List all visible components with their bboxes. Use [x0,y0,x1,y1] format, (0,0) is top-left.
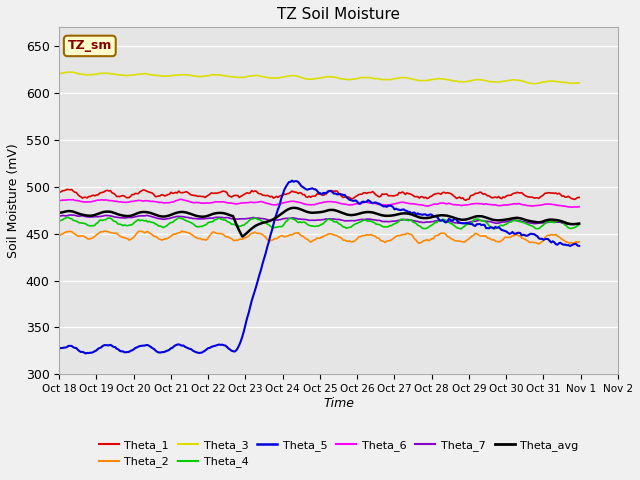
Legend: Theta_1, Theta_2, Theta_3, Theta_4, Theta_5, Theta_6, Theta_7, Theta_avg: Theta_1, Theta_2, Theta_3, Theta_4, Thet… [94,435,583,472]
Theta_7 [172,214,179,219]
Theta_6 [488,202,496,207]
Theta_1 [172,190,179,195]
Theta_6 [56,197,63,203]
Theta_5 [575,243,583,249]
Theta_3 [56,71,63,76]
Theta_4 [212,217,220,223]
Theta_1 [484,193,492,199]
Theta_2 [61,229,69,235]
Theta_2 [170,231,178,237]
Theta_6 [61,197,69,203]
Theta_7 [67,212,74,218]
Theta_3 [482,78,490,84]
Theta_6 [212,199,220,204]
Theta_2 [488,237,496,243]
Theta_avg [61,209,69,215]
Theta_6 [575,204,583,210]
Theta_1 [212,190,220,196]
Theta_4 [490,226,498,232]
Theta_7 [212,215,220,220]
Theta_5 [212,343,220,348]
Line: Theta_2: Theta_2 [60,231,579,244]
Theta_1 [56,190,63,195]
Theta_3 [349,76,356,82]
Theta_2 [56,233,63,239]
Line: Theta_3: Theta_3 [60,72,579,84]
Theta_5 [484,225,492,231]
Theta_3 [532,81,540,86]
Line: Theta_5: Theta_5 [60,180,579,353]
Theta_2 [482,233,490,239]
Theta_avg [290,205,298,211]
Theta_6 [349,202,356,208]
Theta_avg [350,212,358,218]
Title: TZ Soil Moisture: TZ Soil Moisture [277,7,400,22]
Y-axis label: Soil Moisture (mV): Soil Moisture (mV) [7,144,20,258]
Theta_6 [170,199,178,204]
Theta_4 [575,222,583,228]
Theta_3 [172,72,179,78]
Theta_3 [61,70,69,75]
Theta_2 [535,241,543,247]
Theta_3 [212,72,220,78]
Theta_5 [61,345,69,350]
Theta_4 [488,225,496,231]
Theta_4 [56,218,63,224]
Theta_5 [172,342,179,348]
Theta_avg [239,234,246,240]
Line: Theta_6: Theta_6 [60,199,579,207]
Theta_1 [349,196,356,202]
Line: Theta_4: Theta_4 [60,217,579,229]
Theta_5 [56,346,63,351]
Theta_1 [575,194,583,200]
Theta_2 [212,230,220,236]
Theta_avg [490,217,498,223]
Theta_4 [65,215,72,220]
Theta_7 [575,221,583,227]
Theta_avg [575,221,583,227]
Theta_1 [61,187,69,193]
Theta_7 [488,219,496,225]
Theta_2 [178,228,186,234]
Theta_7 [482,218,490,224]
Theta_2 [575,239,583,245]
Theta_6 [177,196,184,202]
Theta_3 [488,79,496,84]
Theta_6 [568,204,575,210]
Theta_avg [170,211,178,216]
Theta_avg [211,211,218,216]
Theta_avg [56,210,63,216]
Theta_2 [349,239,356,245]
X-axis label: Time: Time [323,397,354,410]
Theta_7 [349,218,356,224]
Theta_7 [568,221,575,227]
Theta_3 [575,80,583,86]
Theta_1 [490,195,498,201]
Theta_5 [288,178,296,183]
Theta_7 [61,213,69,219]
Theta_4 [61,216,69,221]
Theta_5 [82,350,90,356]
Theta_7 [56,213,63,219]
Theta_3 [68,69,76,75]
Theta_4 [172,217,179,223]
Line: Theta_7: Theta_7 [60,215,579,224]
Text: TZ_sm: TZ_sm [68,39,112,52]
Theta_6 [482,201,490,207]
Theta_4 [482,219,490,225]
Theta_avg [484,215,492,221]
Theta_4 [349,223,356,228]
Line: Theta_1: Theta_1 [60,189,579,200]
Theta_1 [462,197,470,203]
Theta_5 [350,198,358,204]
Line: Theta_avg: Theta_avg [60,208,579,237]
Theta_5 [490,226,498,231]
Theta_1 [63,186,71,192]
